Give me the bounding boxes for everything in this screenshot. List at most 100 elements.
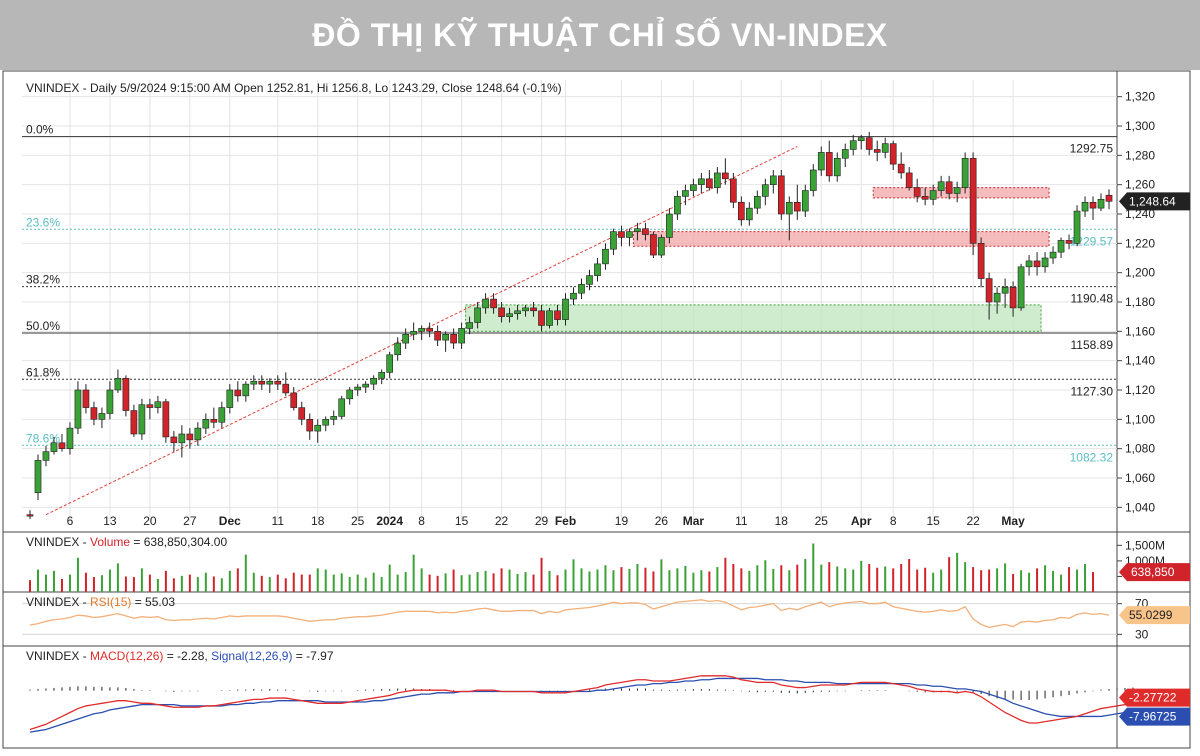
candlestick xyxy=(482,293,489,314)
candle-body xyxy=(809,169,817,191)
price-y-tick-label: 1,180 xyxy=(1125,295,1155,309)
candlestick xyxy=(346,387,354,405)
candle-body xyxy=(738,201,745,221)
candlestick xyxy=(817,146,825,176)
candlestick xyxy=(785,196,793,241)
candle-body xyxy=(202,419,210,429)
candlestick xyxy=(594,258,601,282)
candle-body xyxy=(1001,287,1009,294)
candlestick xyxy=(546,307,553,329)
candle-body xyxy=(466,322,473,329)
candlestick xyxy=(58,434,66,452)
x-tick-label: Apr xyxy=(851,514,872,528)
candle-body xyxy=(985,278,993,303)
macd-header: VNINDEX - MACD(12,26) = -2.28, Signal(12… xyxy=(26,649,334,663)
candle-body xyxy=(953,187,961,194)
candle-body xyxy=(34,460,42,493)
candle-body xyxy=(857,137,865,141)
candlestick xyxy=(490,293,497,314)
candlestick xyxy=(857,134,865,150)
candle-body xyxy=(1009,287,1017,309)
candle-body xyxy=(602,248,609,265)
x-tick-label: 26 xyxy=(655,514,669,528)
x-tick-label: 2024 xyxy=(376,514,403,528)
candle-body xyxy=(1033,260,1041,268)
candle-body xyxy=(90,407,98,420)
candle-body xyxy=(194,427,202,441)
candle-body xyxy=(530,307,537,312)
price-y-tick-label: 1,300 xyxy=(1125,119,1155,133)
candle-body xyxy=(865,137,873,150)
candle-body xyxy=(761,184,769,197)
candlestick xyxy=(1017,263,1025,311)
candlestick xyxy=(258,375,266,390)
candle-body xyxy=(698,178,705,185)
candle-body xyxy=(793,201,801,212)
candle-body xyxy=(666,213,673,238)
x-tick-label: 18 xyxy=(311,514,325,528)
candle-body xyxy=(74,389,82,429)
candlestick xyxy=(873,140,881,162)
candle-body xyxy=(42,451,50,461)
candle-body xyxy=(178,433,186,444)
candlestick xyxy=(426,322,433,338)
candle-body xyxy=(474,307,481,323)
candlestick xyxy=(642,222,649,241)
candlestick xyxy=(522,304,529,317)
last-price-label: 1,248.64 xyxy=(1129,194,1176,208)
x-tick-label: 15 xyxy=(926,514,940,528)
x-tick-label: May xyxy=(1001,514,1025,528)
candle-body xyxy=(594,263,601,276)
candlestick xyxy=(186,428,194,449)
candle-body xyxy=(1097,199,1105,209)
x-tick-label: 22 xyxy=(495,514,509,528)
candlestick xyxy=(634,222,641,241)
price-y-tick-label: 1,120 xyxy=(1125,383,1155,397)
candle-body xyxy=(370,377,378,385)
candlestick xyxy=(266,378,274,393)
candle-body xyxy=(921,196,929,200)
candlestick xyxy=(306,413,314,440)
resistance-zone xyxy=(872,187,1050,199)
x-tick-label: 27 xyxy=(183,514,197,528)
macd-line xyxy=(29,675,1134,731)
candlestick xyxy=(865,131,873,156)
signal-last-box xyxy=(1119,707,1190,726)
candlestick xyxy=(738,196,745,226)
candle-body xyxy=(290,392,298,408)
candlestick xyxy=(1073,205,1081,247)
resistance-zone xyxy=(632,231,1050,247)
candle-body xyxy=(514,310,521,315)
candlestick xyxy=(402,328,409,349)
chart-banner-title: ĐỒ THỊ KỸ THUẬT CHỈ SỐ VN-INDEX xyxy=(0,0,1200,70)
price-y-tick-label: 1,280 xyxy=(1125,148,1155,162)
candlestick xyxy=(130,404,138,437)
candle-body xyxy=(306,419,314,432)
candle-body xyxy=(210,419,218,423)
candlestick xyxy=(761,178,769,206)
candlestick xyxy=(514,304,521,320)
candle-body xyxy=(346,389,354,400)
candle-body xyxy=(322,419,330,426)
candlestick xyxy=(658,234,665,258)
candlestick xyxy=(386,351,394,379)
candle-body xyxy=(450,333,457,344)
candlestick xyxy=(921,187,929,206)
candlestick xyxy=(98,407,106,429)
candle-body xyxy=(881,143,889,153)
candlestick xyxy=(809,164,817,197)
candlestick xyxy=(378,369,386,385)
candle-body xyxy=(554,310,561,320)
candlestick xyxy=(26,510,34,520)
candle-body xyxy=(690,184,697,191)
candlestick xyxy=(745,202,753,226)
candle-body xyxy=(570,292,577,300)
candle-body xyxy=(945,181,953,194)
candle-body xyxy=(274,380,282,385)
candlestick xyxy=(841,143,849,168)
candlestick xyxy=(578,278,585,300)
x-tick-label: 11 xyxy=(735,514,748,528)
price-y-tick-label: 1,260 xyxy=(1125,178,1155,192)
fib-level-percent: 50.0% xyxy=(26,319,60,333)
candle-body xyxy=(801,190,809,212)
